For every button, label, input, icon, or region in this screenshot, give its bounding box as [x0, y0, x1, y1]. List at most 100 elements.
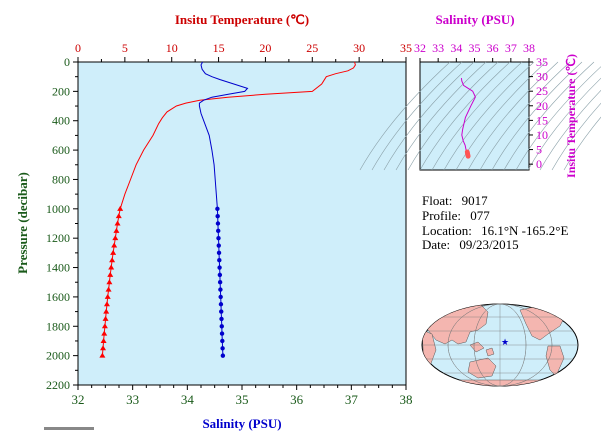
- top-tick-label: 30: [353, 41, 365, 55]
- bottom-tick-label: 38: [400, 392, 413, 407]
- bottom-tick-label: 36: [290, 392, 304, 407]
- credit-text-blur: [44, 427, 94, 430]
- inset-top-tick-label: 32: [414, 41, 426, 55]
- inset-ts-curve: [460, 78, 476, 159]
- density-contour: [407, 61, 499, 171]
- temperature-marker: [103, 308, 110, 314]
- density-contour: [467, 61, 559, 171]
- density-contour: [371, 61, 463, 171]
- temperature-marker: [115, 213, 122, 219]
- salinity-marker: [220, 353, 226, 358]
- inset-right-tick-label: 5: [536, 143, 542, 157]
- left-tick-label: 2000: [46, 349, 70, 363]
- salinity-marker: [215, 206, 220, 212]
- salinity-marker: [217, 272, 223, 278]
- temperature-marker: [111, 242, 118, 248]
- inset-top-tick-label: 33: [432, 41, 444, 55]
- salinity-marker: [219, 324, 224, 329]
- map-longitude-line: [447, 303, 553, 387]
- location-value: 16.1°N -165.2°E: [481, 223, 569, 238]
- left-tick-label: 0: [64, 55, 70, 69]
- float-value: 9017: [461, 193, 488, 208]
- density-contour: [431, 61, 523, 171]
- density-contour: [419, 61, 511, 171]
- density-contour: [539, 89, 601, 171]
- temperature-marker: [108, 264, 115, 270]
- salinity-marker: [217, 280, 223, 285]
- temperature-marker: [99, 352, 106, 358]
- top-tick-label: 25: [306, 41, 318, 55]
- float-label: Float:: [422, 193, 453, 208]
- left-tick-label: 2200: [46, 378, 70, 392]
- inset-top-tick-label: 34: [450, 41, 462, 55]
- left-tick-label: 400: [52, 114, 70, 128]
- inset-top-label: Salinity (PSU): [435, 12, 514, 27]
- top-tick-label: 5: [122, 41, 128, 55]
- salinity-marker: [219, 331, 225, 336]
- salinity-marker: [218, 294, 223, 300]
- salinity-marker: [220, 338, 225, 344]
- ts-curve-line: [460, 78, 476, 157]
- left-axis-label: Pressure (decibar): [15, 172, 30, 274]
- inset-right-tick-label: 10: [536, 128, 548, 142]
- left-tick-label: 600: [52, 143, 70, 157]
- density-contour: [479, 61, 571, 171]
- profile-value: 077: [470, 208, 490, 223]
- density-contour: [359, 61, 451, 171]
- density-contour: [491, 61, 583, 171]
- temperature-marker: [104, 293, 111, 299]
- salinity-marker: [219, 309, 224, 314]
- salinity-marker: [220, 346, 225, 351]
- bottom-salinity-ticks: 32 33 34 35 36 37 38: [72, 385, 413, 407]
- date-value: 09/23/2015: [459, 237, 519, 252]
- inset-density-contours: [359, 61, 601, 171]
- density-contour: [503, 61, 595, 171]
- bottom-tick-label: 33: [126, 392, 139, 407]
- top-tick-label: 20: [259, 41, 271, 55]
- density-contour: [395, 61, 487, 171]
- inset-right-tick-label: 30: [536, 70, 548, 84]
- salinity-marker: [215, 213, 220, 219]
- temperature-marker: [114, 220, 121, 226]
- inset-top-tick-label: 36: [487, 41, 499, 55]
- bottom-tick-label: 37: [345, 392, 359, 407]
- inset-top-tick-label: 35: [469, 41, 481, 55]
- left-tick-label: 1000: [46, 202, 70, 216]
- top-tick-label: 0: [75, 41, 81, 55]
- salinity-marker: [219, 316, 224, 322]
- temperature-marker: [109, 257, 116, 263]
- top-tick-label: 35: [400, 41, 412, 55]
- location-line: Location: 16.1°N -165.2°E: [422, 223, 568, 239]
- inset-right-tick-label: 20: [536, 99, 548, 113]
- inset-plot-area: [419, 61, 530, 171]
- top-axis-label: Insitu Temperature (℃): [175, 12, 309, 27]
- top-tick-label: 15: [213, 41, 225, 55]
- inset-right-tick-label: 0: [536, 157, 542, 171]
- temperature-marker: [110, 249, 117, 255]
- temperature-marker: [105, 286, 112, 292]
- salinity-marker: [216, 243, 221, 248]
- inset-right-tick-label: 25: [536, 84, 548, 98]
- salinity-marker: [216, 235, 221, 241]
- density-contour: [383, 61, 475, 171]
- density-contour: [551, 102, 601, 171]
- salinity-marker: [216, 250, 222, 256]
- left-tick-label: 1400: [46, 261, 70, 275]
- left-tick-label: 200: [52, 84, 70, 98]
- bottom-tick-label: 34: [181, 392, 195, 407]
- top-temperature-ticks: 0 5 10 15 20 25 30 35: [75, 41, 412, 62]
- main-plot-area: [77, 61, 407, 386]
- profile-line: Profile: 077: [422, 208, 490, 224]
- left-tick-label: 1200: [46, 231, 70, 245]
- profile-label: Profile:: [422, 208, 461, 223]
- temperature-marker: [103, 301, 110, 307]
- top-tick-label: 10: [166, 41, 178, 55]
- inset-top-tick-label: 37: [505, 41, 517, 55]
- bottom-axis-label: Salinity (PSU): [202, 416, 281, 431]
- temperature-marker: [100, 345, 107, 351]
- bottom-tick-label: 35: [236, 392, 249, 407]
- map-graticule: [422, 303, 578, 387]
- salinity-marker: [218, 287, 223, 292]
- main-chart: 0 5 10 15 20 25 30 35 32 33 34 35 36 37 38 0 200 400 600…: [15, 12, 413, 431]
